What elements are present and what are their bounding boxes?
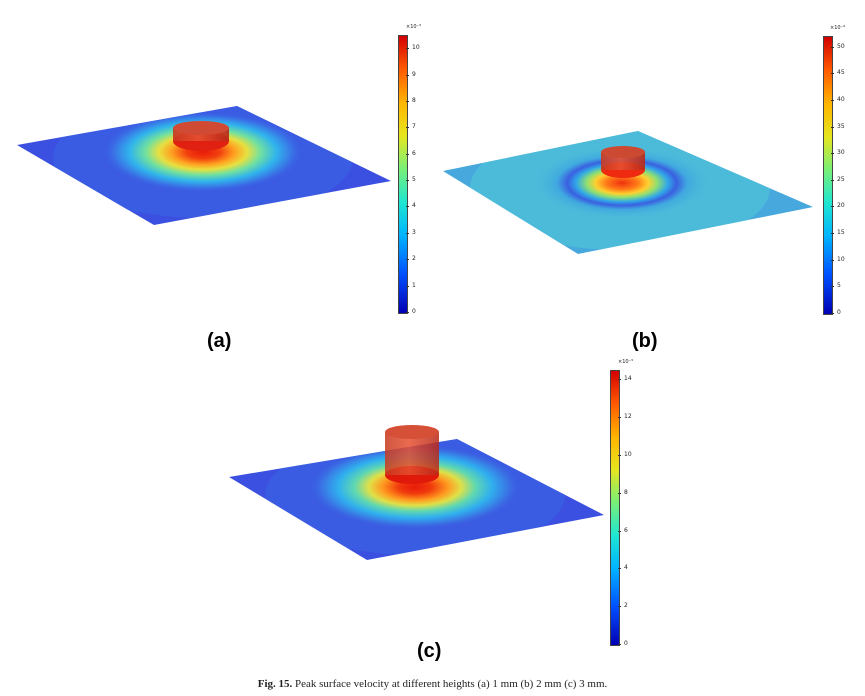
- colorbar-tick: 10: [406, 44, 420, 52]
- panel-b-label: (b): [632, 330, 658, 352]
- colorbar-a-exponent: ×10⁻⁵: [406, 24, 422, 30]
- colorbar-tick: 8: [618, 488, 628, 496]
- colorbar-tick: 0: [406, 308, 416, 315]
- colorbar-tick: 1: [406, 281, 416, 289]
- colorbar-tick: 6: [406, 149, 416, 157]
- panel-c: ×10⁻⁵ 14 12 10 8 6 4 2 0 (c): [215, 355, 655, 673]
- colorbar-tick: 50: [831, 42, 845, 50]
- colorbar-b: [823, 36, 833, 315]
- colorbar-tick: 9: [406, 70, 416, 78]
- caption-label: Fig. 15.: [257, 678, 293, 690]
- colorbar-tick: 45: [831, 69, 845, 77]
- colorbar-tick: 40: [831, 95, 845, 103]
- colorbar-tick: 14: [618, 375, 632, 383]
- colorbar-tick: 3: [406, 228, 416, 236]
- panel-a-label: (a): [207, 330, 232, 352]
- colorbar-tick: 15: [831, 229, 845, 237]
- colorbar-tick: 10: [831, 255, 845, 263]
- colorbar-tick: 5: [406, 176, 416, 184]
- panel-c-label: (c): [417, 640, 442, 662]
- surface-plot-b: [443, 131, 813, 254]
- colorbar-c: [610, 370, 620, 646]
- panel-a: ×10⁻⁵ 10 9 8 7 6 5 4 3 2 1 0 (a): [0, 0, 440, 360]
- colorbar-tick: 5: [831, 282, 841, 290]
- colorbar-tick: 0: [831, 309, 841, 316]
- surface-plot-c: [229, 425, 604, 560]
- colorbar-tick: 2: [406, 255, 416, 263]
- surface-plot-a: [17, 106, 391, 225]
- colorbar-tick: 4: [618, 564, 628, 572]
- colorbar-tick: 8: [406, 96, 416, 104]
- colorbar-tick: 12: [618, 413, 632, 421]
- colorbar-b-exponent: ×10⁻⁶: [830, 25, 846, 31]
- colorbar-tick: 2: [618, 602, 628, 610]
- colorbar-c-exponent: ×10⁻⁵: [618, 359, 634, 365]
- colorbar-tick: 20: [831, 202, 845, 210]
- figure-caption: Fig. 15. Peak surface velocity at differ…: [0, 678, 865, 690]
- colorbar-tick: 10: [618, 451, 632, 459]
- panel-b: ×10⁻⁶ 50 45 40 35 30 25 20 15 10 5 0 (b): [430, 0, 865, 360]
- colorbar-tick: 7: [406, 123, 416, 131]
- colorbar-tick: 6: [618, 526, 628, 534]
- colorbar-tick: 30: [831, 149, 845, 157]
- colorbar-tick: 0: [618, 640, 628, 647]
- caption-text: Peak surface velocity at different heigh…: [295, 678, 608, 690]
- colorbar-a: [398, 35, 408, 314]
- colorbar-tick: 25: [831, 175, 845, 183]
- colorbar-tick: 4: [406, 202, 416, 210]
- colorbar-tick: 35: [831, 122, 845, 130]
